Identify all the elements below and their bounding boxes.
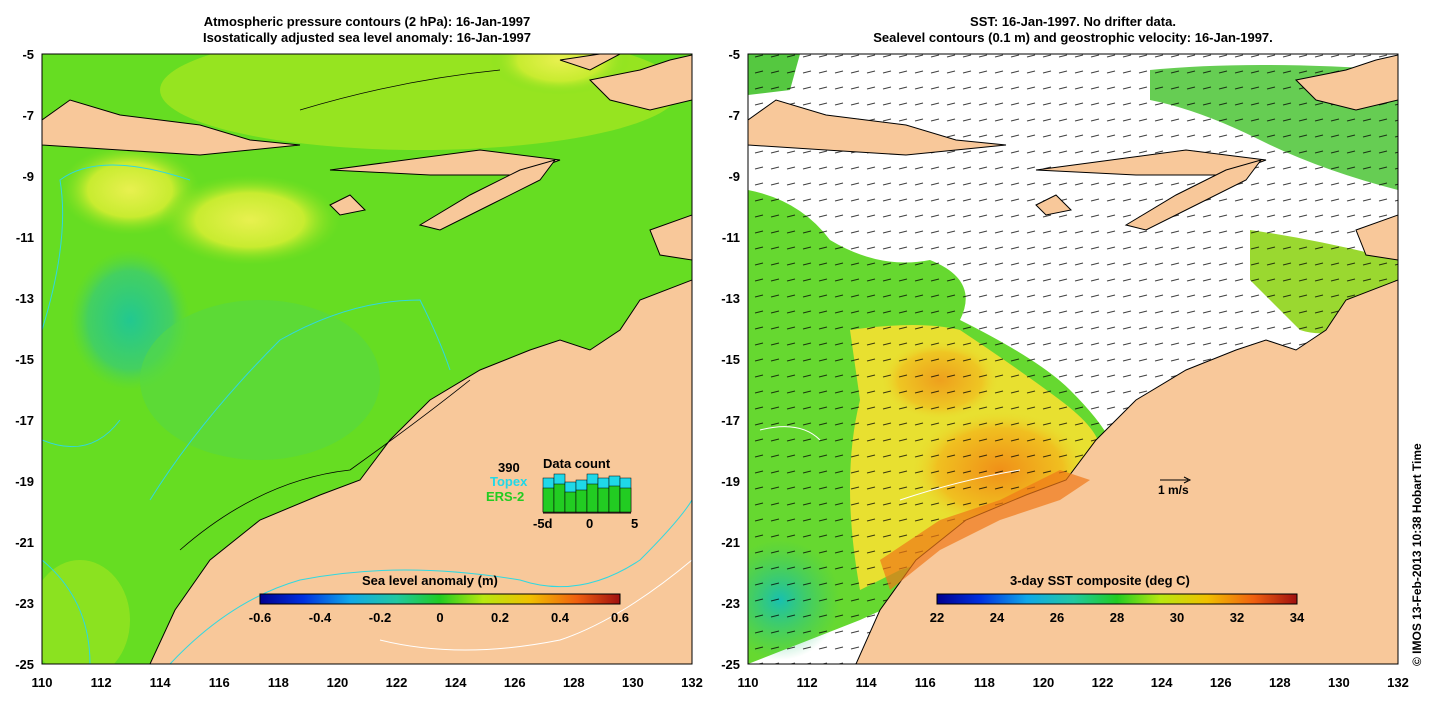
left-lon-tick-1: 112 (90, 675, 112, 690)
right-lat-tick-9: -23 (721, 596, 740, 611)
right-title: SST: 16-Jan-1997. No drifter data. Seale… (748, 14, 1398, 46)
left-lon-tick-2: 114 (149, 675, 171, 690)
ers2-bar (619, 487, 632, 513)
left-title: Atmospheric pressure contours (2 hPa): 1… (42, 14, 692, 46)
right-lon-tick-9: 128 (1268, 675, 1291, 690)
credit-text: © IMOS 13-Feb-2013 10:38 Hobart Time (1410, 443, 1424, 666)
right-lat-tick-8: -21 (721, 535, 740, 550)
right-lon-tick-5: 120 (1032, 675, 1055, 690)
right-lat-tick-2: -9 (728, 169, 740, 184)
left-lon-tick-0: 110 (31, 675, 53, 690)
left-lon-tick-4: 118 (267, 675, 289, 690)
right-lat-tick-1: -7 (728, 108, 740, 123)
data-count-title: Data count (543, 456, 611, 471)
right-lat-tick-7: -19 (721, 474, 740, 489)
right-map (748, 54, 1398, 664)
left-lon-tick-11: 132 (681, 675, 703, 690)
sst-tick-6: 34 (1289, 610, 1305, 625)
data-count-bars (542, 473, 632, 514)
right-map-frame (747, 53, 1399, 665)
right-lon-tick-1: 112 (796, 675, 818, 690)
right-lon-tick-8: 126 (1209, 675, 1232, 690)
data-count-total: 390 (498, 460, 520, 475)
right-lat-tick-5: -15 (721, 352, 740, 367)
sst-tick-4: 30 (1169, 610, 1185, 625)
left-lat-tick-9: -23 (15, 596, 34, 611)
right-lon-tick-0: 110 (737, 675, 759, 690)
sla-tick-6: 0.6 (610, 610, 630, 625)
left-lat-tick-8: -21 (15, 535, 34, 550)
ers2-bar (608, 485, 621, 513)
ers2-bar (586, 483, 599, 513)
left-lat-tick-0: -5 (22, 47, 34, 62)
sst-tick-3: 28 (1109, 610, 1125, 625)
left-map (42, 54, 692, 664)
left-lat-tick-6: -17 (15, 413, 34, 428)
left-lat-tick-7: -19 (15, 474, 34, 489)
right-lat-tick-3: -11 (721, 230, 740, 245)
ers2-bar (564, 491, 577, 513)
data-count-tick-end: 5 (631, 516, 639, 531)
ers2-bar (575, 489, 588, 513)
left-lat-tick-10: -25 (15, 657, 34, 672)
ers2-bar (542, 487, 555, 513)
left-map-frame (41, 53, 693, 665)
left-lon-tick-5: 120 (326, 675, 349, 690)
sst-colorbar-title: 3-day SST composite (deg C) (1010, 573, 1190, 588)
left-lat-tick-4: -13 (15, 291, 34, 306)
ers2-label: ERS-2 (486, 489, 525, 504)
sst-colorbar (936, 593, 1298, 605)
right-lon-tick-6: 122 (1091, 675, 1114, 690)
left-lon-tick-9: 128 (562, 675, 585, 690)
velocity-scale-arrow (1160, 476, 1192, 484)
left-lon-tick-6: 122 (385, 675, 408, 690)
velocity-scale-label: 1 m/s (1158, 483, 1189, 497)
sla-tick-2: -0.2 (368, 610, 392, 625)
data-count-tick-start: -5d (533, 516, 553, 531)
left-lon-tick-7: 124 (444, 675, 467, 690)
data-count-tick-mid: 0 (586, 516, 594, 531)
left-title-line2: Isostatically adjusted sea level anomaly… (202, 30, 532, 45)
right-title-line1: SST: 16-Jan-1997. No drifter data. (970, 14, 1176, 29)
right-lat-tick-10: -25 (721, 657, 740, 672)
sla-colorbar (259, 593, 621, 605)
ers2-bar (597, 487, 610, 513)
left-lon-tick-3: 116 (208, 675, 230, 690)
right-title-line2: Sealevel contours (0.1 m) and geostrophi… (873, 30, 1273, 45)
left-title-line1: Atmospheric pressure contours (2 hPa): 1… (203, 14, 531, 29)
right-lon-tick-4: 118 (973, 675, 995, 690)
sla-tick-4: 0.2 (490, 610, 510, 625)
sla-colorbar-title: Sea level anomaly (m) (362, 573, 498, 588)
right-lon-tick-11: 132 (1387, 675, 1409, 690)
left-lat-tick-2: -9 (22, 169, 34, 184)
left-lon-tick-10: 130 (622, 675, 644, 690)
left-lon-tick-8: 126 (503, 675, 526, 690)
left-lat-tick-1: -7 (22, 108, 34, 123)
right-lat-tick-0: -5 (728, 47, 740, 62)
right-lon-tick-10: 130 (1328, 675, 1350, 690)
sst-tick-5: 32 (1229, 610, 1245, 625)
right-lat-tick-6: -17 (721, 413, 740, 428)
ers2-bar (553, 483, 566, 513)
right-lon-tick-2: 114 (855, 675, 877, 690)
sla-tick-1: -0.4 (308, 610, 332, 625)
sst-tick-0: 22 (929, 610, 945, 625)
sla-tick-0: -0.6 (248, 610, 272, 625)
left-lat-tick-3: -11 (15, 230, 34, 245)
right-lon-tick-3: 116 (914, 675, 936, 690)
sla-tick-3: 0 (436, 610, 444, 625)
right-lat-tick-4: -13 (721, 291, 740, 306)
left-lat-tick-5: -15 (15, 352, 34, 367)
sla-tick-5: 0.4 (550, 610, 570, 625)
right-lon-tick-7: 124 (1150, 675, 1173, 690)
topex-label: Topex (490, 474, 528, 489)
sst-tick-2: 26 (1049, 610, 1065, 625)
sst-tick-1: 24 (989, 610, 1005, 625)
